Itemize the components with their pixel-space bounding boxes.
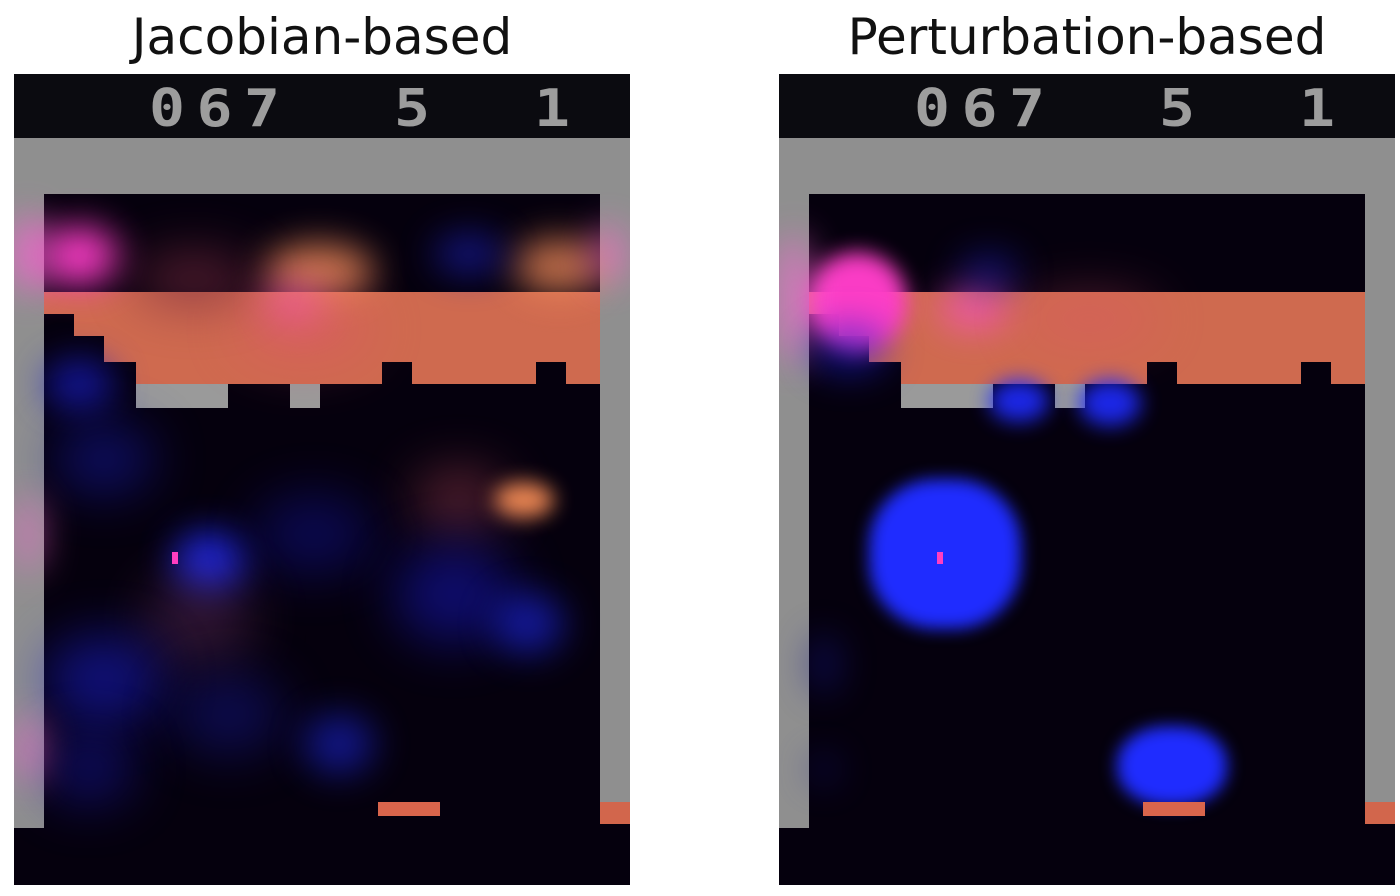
saliency-critic-blob	[14, 494, 42, 574]
saliency-critic-blob	[144, 574, 254, 664]
ball	[937, 552, 943, 564]
saliency-actor-blob	[254, 494, 374, 574]
gray-brick	[901, 384, 993, 408]
panel-title-jacobian: Jacobian-based	[131, 8, 513, 66]
saliency-actor-blob	[869, 479, 1021, 629]
hud-bar: 067 5 1	[779, 74, 1395, 138]
right-wall	[600, 194, 630, 804]
saliency-critic-blob	[594, 224, 624, 284]
brick-gap	[536, 362, 566, 384]
score-display: 067	[914, 79, 1057, 139]
player-number-display: 1	[1299, 79, 1347, 139]
brick-gap	[1147, 362, 1177, 384]
saliency-critic-blob	[514, 239, 604, 294]
lives-display: 5	[394, 79, 442, 139]
saliency-actor-blob	[44, 359, 114, 409]
brick-gap	[1301, 362, 1331, 384]
game-screen-jacobian: 067 5 1	[14, 74, 630, 885]
top-wall	[14, 138, 630, 194]
saliency-actor-blob	[44, 734, 134, 804]
saliency-critic-blob	[14, 714, 42, 784]
saliency-actor-blob	[434, 234, 504, 274]
saliency-critic-blob	[14, 214, 42, 294]
gray-brick	[290, 384, 320, 408]
player-number-display: 1	[534, 79, 582, 139]
game-screen-perturbation: 067 5 1	[779, 74, 1395, 885]
saliency-critic-blob	[414, 469, 504, 529]
paddle	[1143, 802, 1205, 816]
panel-title-perturbation: Perturbation-based	[847, 8, 1327, 66]
lives-display: 5	[1159, 79, 1207, 139]
right-wall-marker	[600, 802, 630, 824]
right-wall-marker	[1365, 802, 1395, 824]
saliency-actor-blob	[1079, 380, 1141, 426]
saliency-actor-blob	[54, 424, 154, 494]
saliency-actor-blob	[809, 634, 839, 694]
saliency-actor-blob	[959, 254, 1019, 290]
saliency-critic-blob	[1019, 294, 1159, 344]
brick-gap	[869, 362, 901, 384]
saliency-actor-blob	[1117, 726, 1227, 806]
hud-bar: 067 5 1	[14, 74, 630, 138]
saliency-actor-blob	[809, 754, 839, 784]
saliency-actor-blob	[44, 634, 164, 724]
saliency-actor-blob	[304, 714, 374, 774]
saliency-critic-blob	[939, 289, 1009, 329]
saliency-critic-blob	[234, 294, 374, 364]
gray-brick	[136, 384, 228, 408]
saliency-actor-blob	[174, 674, 284, 754]
score-display: 067	[149, 79, 292, 139]
saliency-actor-blob	[809, 324, 889, 374]
saliency-critic-blob	[264, 284, 324, 324]
paddle	[378, 802, 440, 816]
top-wall	[779, 138, 1395, 194]
ball	[172, 552, 178, 564]
saliency-critic-blob	[39, 226, 119, 286]
saliency-actor-blob	[989, 380, 1049, 422]
right-wall	[1365, 194, 1395, 804]
saliency-critic-blob	[779, 234, 809, 364]
brick-gap	[382, 362, 412, 384]
saliency-critic-blob	[134, 254, 254, 304]
saliency-critic-blob	[494, 482, 554, 518]
saliency-actor-blob	[494, 594, 564, 654]
